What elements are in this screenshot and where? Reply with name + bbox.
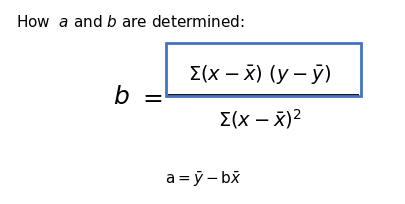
Text: How  $a$ and $b$ are determined:: How $a$ and $b$ are determined: [16,14,245,30]
Text: $=$: $=$ [137,85,162,109]
Text: $\Sigma(x-\bar{x})^2$: $\Sigma(x-\bar{x})^2$ [217,107,301,131]
Text: $\Sigma(x-\bar{x})\ (y-\bar{y})$: $\Sigma(x-\bar{x})\ (y-\bar{y})$ [188,63,331,86]
Text: $b$: $b$ [113,85,130,109]
Text: $\mathrm{a} = \bar{y} - \mathrm{b}\bar{x}$: $\mathrm{a} = \bar{y} - \mathrm{b}\bar{x… [164,170,241,189]
